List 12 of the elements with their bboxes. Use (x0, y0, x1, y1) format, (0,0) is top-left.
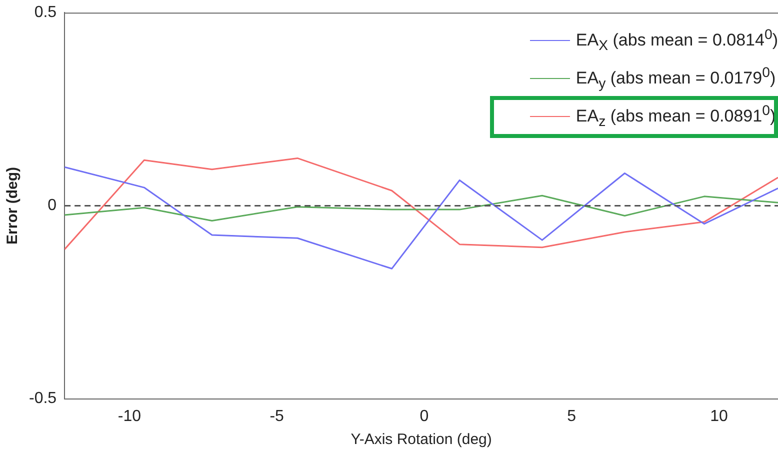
y-tick-label: 0.5 (34, 4, 57, 22)
legend-label: EA$_{X}$ (abs mean = 0.0814$^{0}$) (576, 27, 778, 54)
y-tick-label: 0 (48, 197, 57, 214)
x-tick-label: 5 (567, 408, 576, 425)
x-tick-label: -5 (270, 408, 284, 425)
x-tick-label: -10 (118, 408, 142, 425)
y-axis-title: Error (deg) (4, 166, 22, 244)
y-tick-label: -0.5 (28, 390, 57, 408)
legend-label: EA$_{y}$ (abs mean = 0.0179$^{0}$) (576, 65, 776, 92)
x-axis-title: Y-Axis Rotation (deg) (350, 431, 492, 448)
x-tick-label: 10 (710, 408, 728, 425)
x-tick-label: 0 (420, 408, 429, 425)
